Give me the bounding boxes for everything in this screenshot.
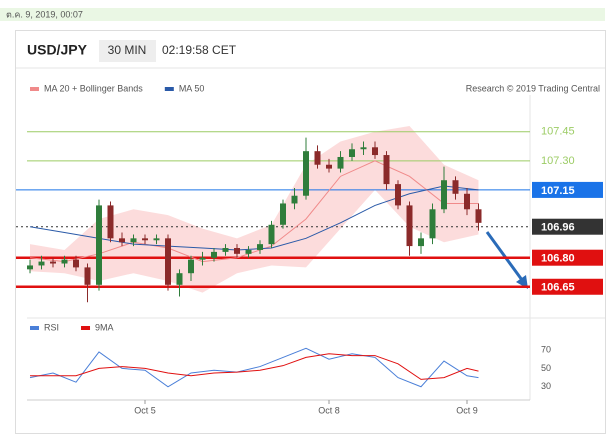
- level-tag: [532, 249, 603, 266]
- date-strip: [0, 8, 605, 21]
- level-label: 106.96: [541, 222, 575, 234]
- candle-body: [314, 151, 321, 165]
- candle-body: [395, 184, 401, 206]
- level-tag: [532, 218, 603, 235]
- candle-body: [27, 265, 33, 270]
- y-tick-label: 50: [541, 363, 551, 373]
- candle-body: [176, 273, 183, 285]
- candle-body: [360, 147, 367, 150]
- candle-body: [372, 147, 378, 156]
- oscillator-line: [29, 347, 479, 388]
- candle-body: [153, 238, 160, 241]
- candle-body: [188, 259, 194, 274]
- y-tick-label: 30: [541, 381, 551, 391]
- oscillator-line: [30, 353, 479, 380]
- level-tag: [532, 278, 603, 295]
- candle-body: [211, 251, 217, 258]
- candle-body: [38, 261, 45, 266]
- indicator-line: [29, 185, 479, 251]
- x-tick-label: Oct 5: [134, 405, 156, 415]
- legend-swatch: [30, 326, 39, 330]
- interval[interactable]: 30 MIN: [108, 43, 147, 57]
- timestamp: ต.ค. 9, 2019, 00:07: [6, 9, 83, 19]
- indicator-line: [29, 160, 479, 263]
- candle-body: [222, 248, 229, 252]
- candle-body: [326, 164, 332, 169]
- clock: 02:19:58 CET: [162, 43, 237, 57]
- candle-body: [406, 205, 413, 247]
- candle-body: [165, 238, 171, 285]
- candle-body: [130, 238, 137, 243]
- candle-body: [475, 209, 482, 223]
- candle-body: [257, 244, 263, 250]
- candle-body: [349, 149, 355, 157]
- legend-swatch: [81, 326, 91, 330]
- candle-body: [234, 248, 240, 254]
- candle-body: [452, 180, 459, 194]
- level-label: 107.30: [541, 155, 575, 167]
- legend-label[interactable]: MA 20 + Bollinger Bands: [44, 83, 143, 93]
- candle-body: [107, 205, 114, 239]
- candle-body: [303, 151, 309, 196]
- candle-body: [61, 259, 68, 264]
- candle-body: [245, 249, 252, 254]
- candle-body: [280, 203, 286, 225]
- legend-label[interactable]: RSI: [44, 322, 59, 332]
- forecast-arrow-head: [516, 275, 528, 289]
- level-tag: [532, 181, 603, 198]
- candle-body: [84, 267, 91, 285]
- legend-swatch: [164, 87, 174, 91]
- credit: Research © 2019 Trading Central: [466, 83, 600, 93]
- x-tick-label: Oct 9: [456, 405, 478, 415]
- candle-body: [96, 205, 102, 285]
- candle-body: [73, 259, 79, 268]
- bollinger-band: [30, 125, 479, 293]
- candle-body: [50, 261, 56, 264]
- x-tick-label: Oct 8: [318, 405, 340, 415]
- legend-label[interactable]: 9MA: [95, 322, 114, 332]
- legend-swatch: [30, 87, 39, 91]
- candle-body: [199, 257, 206, 260]
- symbol: USD/JPY: [27, 42, 88, 58]
- interval-box[interactable]: [99, 40, 156, 62]
- candle-body: [119, 238, 125, 243]
- forecast-arrow: [485, 231, 524, 281]
- candle-body: [464, 193, 470, 210]
- candle-body: [418, 238, 424, 247]
- candle-body: [429, 209, 436, 239]
- candle-body: [383, 155, 390, 185]
- y-tick-label: 70: [541, 344, 551, 354]
- candle-body: [291, 195, 298, 204]
- candle-body: [142, 238, 148, 241]
- candle-body: [441, 180, 447, 210]
- level-label: 107.45: [541, 126, 575, 138]
- candle-body: [268, 224, 275, 245]
- legend-label[interactable]: MA 50: [179, 83, 205, 93]
- level-label: 106.80: [541, 253, 575, 265]
- level-label: 107.15: [541, 185, 575, 197]
- level-label: 106.65: [541, 282, 575, 294]
- candle-body: [337, 156, 344, 169]
